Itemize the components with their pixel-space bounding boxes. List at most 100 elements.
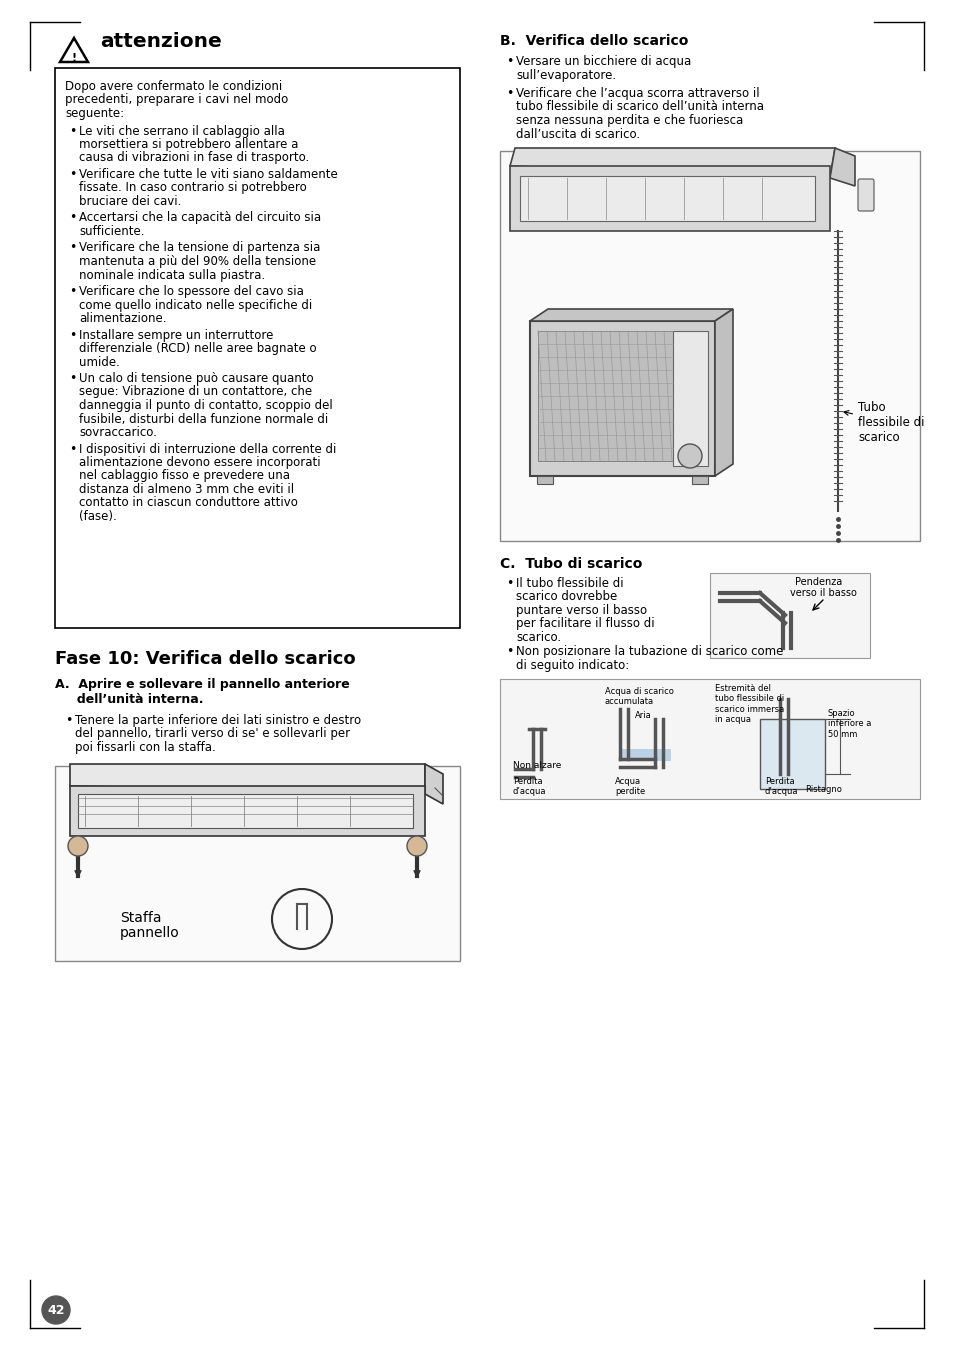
Text: Verificare che la tensione di partenza sia: Verificare che la tensione di partenza s… — [79, 242, 320, 255]
Text: del pannello, tirarli verso di se' e sollevarli per: del pannello, tirarli verso di se' e sol… — [75, 728, 350, 741]
Text: Tubo
flessibile di
scarico: Tubo flessibile di scarico — [843, 401, 923, 444]
FancyBboxPatch shape — [672, 331, 707, 466]
Text: •: • — [69, 373, 76, 385]
FancyBboxPatch shape — [55, 765, 459, 961]
FancyBboxPatch shape — [499, 151, 919, 541]
Text: •: • — [505, 55, 513, 68]
Text: tubo flessibile di scarico dell’unità interna: tubo flessibile di scarico dell’unità in… — [516, 100, 763, 113]
FancyBboxPatch shape — [537, 477, 553, 485]
Text: Staffa: Staffa — [120, 911, 161, 925]
FancyBboxPatch shape — [530, 321, 714, 477]
Text: C.  Tubo di scarico: C. Tubo di scarico — [499, 558, 641, 571]
Text: •: • — [69, 167, 76, 181]
Text: attenzione: attenzione — [100, 32, 221, 51]
Text: contatto in ciascun conduttore attivo: contatto in ciascun conduttore attivo — [79, 497, 297, 509]
Text: Estremità del
tubo flessibile di
scarico immersa
in acqua: Estremità del tubo flessibile di scarico… — [714, 684, 783, 724]
Text: Versare un bicchiere di acqua: Versare un bicchiere di acqua — [516, 55, 691, 68]
FancyBboxPatch shape — [857, 180, 873, 211]
FancyBboxPatch shape — [537, 331, 672, 460]
Text: alimentazione devono essere incorporati: alimentazione devono essere incorporati — [79, 456, 320, 468]
Text: differenziale (RCD) nelle aree bagnate o: differenziale (RCD) nelle aree bagnate o — [79, 342, 316, 355]
FancyBboxPatch shape — [709, 572, 869, 657]
Text: sovraccarico.: sovraccarico. — [79, 427, 156, 439]
Text: dall’uscita di scarico.: dall’uscita di scarico. — [516, 127, 639, 140]
Text: nel cablaggio fisso e prevedere una: nel cablaggio fisso e prevedere una — [79, 470, 290, 482]
Text: Non posizionare la tubazione di scarico come: Non posizionare la tubazione di scarico … — [516, 645, 782, 657]
Text: senza nessuna perdita e che fuoriesca: senza nessuna perdita e che fuoriesca — [516, 113, 742, 127]
Text: fissate. In caso contrario si potrebbero: fissate. In caso contrario si potrebbero — [79, 181, 307, 194]
FancyBboxPatch shape — [78, 794, 413, 828]
Text: Non alzare: Non alzare — [513, 761, 560, 770]
Circle shape — [68, 836, 88, 856]
Polygon shape — [829, 148, 854, 186]
FancyBboxPatch shape — [519, 176, 814, 221]
Text: seguente:: seguente: — [65, 107, 124, 120]
Text: di seguito indicato:: di seguito indicato: — [516, 659, 629, 671]
Text: •: • — [65, 714, 72, 728]
Text: (fase).: (fase). — [79, 510, 116, 522]
Text: fusibile, disturbi della funzione normale di: fusibile, disturbi della funzione normal… — [79, 413, 328, 425]
FancyBboxPatch shape — [619, 749, 670, 761]
Text: come quello indicato nelle specifiche di: come quello indicato nelle specifiche di — [79, 298, 312, 312]
FancyBboxPatch shape — [70, 786, 424, 836]
FancyBboxPatch shape — [55, 68, 459, 628]
Text: poi fissarli con la staffa.: poi fissarli con la staffa. — [75, 741, 215, 755]
Text: •: • — [69, 328, 76, 342]
Text: Dopo avere confermato le condizioni: Dopo avere confermato le condizioni — [65, 80, 282, 93]
FancyBboxPatch shape — [760, 720, 824, 788]
Text: segue: Vibrazione di un contattore, che: segue: Vibrazione di un contattore, che — [79, 386, 312, 398]
Text: 42: 42 — [48, 1304, 65, 1316]
Text: Tenere la parte inferiore dei lati sinistro e destro: Tenere la parte inferiore dei lati sinis… — [75, 714, 361, 728]
Text: •: • — [505, 576, 513, 590]
Text: causa di vibrazioni in fase di trasporto.: causa di vibrazioni in fase di trasporto… — [79, 151, 309, 165]
Text: •: • — [69, 285, 76, 298]
Text: Installare sempre un interruttore: Installare sempre un interruttore — [79, 328, 274, 342]
Text: danneggia il punto di contatto, scoppio del: danneggia il punto di contatto, scoppio … — [79, 400, 333, 412]
Text: Perdita
d’acqua: Perdita d’acqua — [513, 778, 546, 796]
Text: •: • — [505, 86, 513, 100]
Text: nominale indicata sulla piastra.: nominale indicata sulla piastra. — [79, 269, 265, 282]
Text: bruciare dei cavi.: bruciare dei cavi. — [79, 194, 181, 208]
Polygon shape — [714, 309, 732, 477]
Text: distanza di almeno 3 mm che eviti il: distanza di almeno 3 mm che eviti il — [79, 483, 294, 495]
Text: scarico dovrebbe: scarico dovrebbe — [516, 590, 617, 603]
Text: verso il basso: verso il basso — [789, 589, 856, 598]
Text: scarico.: scarico. — [516, 630, 560, 644]
Text: Ristagno: Ristagno — [804, 784, 841, 794]
Polygon shape — [424, 764, 442, 805]
Text: •: • — [69, 242, 76, 255]
Text: puntare verso il basso: puntare verso il basso — [516, 603, 646, 617]
Text: Accertarsi che la capacità del circuito sia: Accertarsi che la capacità del circuito … — [79, 212, 321, 224]
Text: morsettiera si potrebbero allentare a: morsettiera si potrebbero allentare a — [79, 138, 298, 151]
Text: Pendenza: Pendenza — [794, 576, 841, 587]
Text: Fase 10: Verifica dello scarico: Fase 10: Verifica dello scarico — [55, 649, 355, 668]
Text: Perdita
d’acqua: Perdita d’acqua — [764, 778, 798, 796]
Text: Verificare che lo spessore del cavo sia: Verificare che lo spessore del cavo sia — [79, 285, 304, 298]
Polygon shape — [530, 309, 732, 321]
Text: •: • — [505, 645, 513, 657]
Text: alimentazione.: alimentazione. — [79, 312, 167, 325]
FancyBboxPatch shape — [510, 166, 829, 231]
Text: umide.: umide. — [79, 355, 120, 369]
Text: Acqua
perdite: Acqua perdite — [615, 778, 644, 796]
Circle shape — [678, 444, 701, 468]
Text: Un calo di tensione può causare quanto: Un calo di tensione può causare quanto — [79, 373, 314, 385]
Text: !: ! — [71, 53, 76, 63]
Text: I dispositivi di interruzione della corrente di: I dispositivi di interruzione della corr… — [79, 443, 336, 455]
Polygon shape — [70, 764, 424, 794]
Text: Aria: Aria — [635, 711, 651, 720]
FancyBboxPatch shape — [499, 679, 919, 799]
Text: Le viti che serrano il cablaggio alla: Le viti che serrano il cablaggio alla — [79, 124, 285, 138]
Text: sull’evaporatore.: sull’evaporatore. — [516, 69, 616, 81]
Circle shape — [407, 836, 427, 856]
Text: precedenti, preparare i cavi nel modo: precedenti, preparare i cavi nel modo — [65, 93, 288, 107]
Text: pannello: pannello — [120, 926, 179, 940]
Text: Spazio
inferiore a
50 mm: Spazio inferiore a 50 mm — [827, 709, 870, 738]
Text: •: • — [69, 212, 76, 224]
Polygon shape — [510, 148, 834, 178]
Text: sufficiente.: sufficiente. — [79, 225, 144, 238]
Text: Verificare che l’acqua scorra attraverso il: Verificare che l’acqua scorra attraverso… — [516, 86, 759, 100]
Circle shape — [42, 1296, 70, 1324]
Text: •: • — [69, 124, 76, 138]
Text: B.  Verifica dello scarico: B. Verifica dello scarico — [499, 34, 688, 49]
